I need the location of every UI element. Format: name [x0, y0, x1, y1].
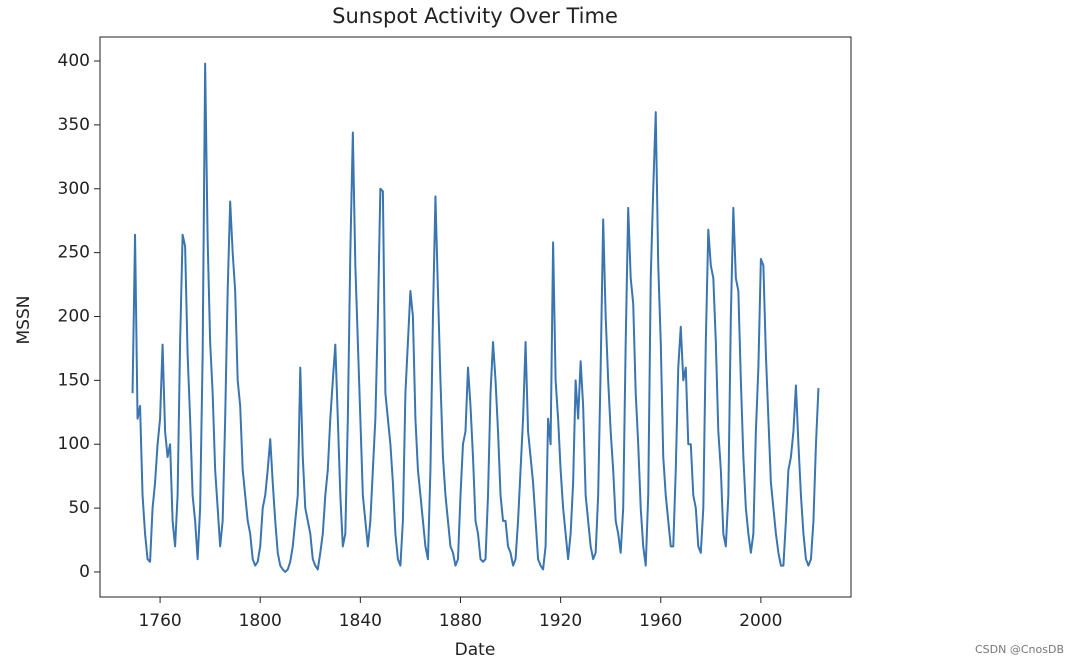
y-tick-label: 50 — [68, 498, 90, 518]
x-axis-label: Date — [455, 640, 496, 660]
chart-title: Sunspot Activity Over Time — [332, 4, 618, 28]
x-tick-label: 1920 — [539, 611, 582, 631]
y-tick-label: 400 — [58, 51, 90, 71]
watermark: CSDN @CnosDB — [975, 643, 1064, 656]
y-tick-label: 250 — [58, 243, 90, 263]
y-tick-label: 350 — [58, 115, 90, 135]
x-tick-label: 1800 — [239, 611, 282, 631]
plot-frame — [99, 36, 852, 598]
y-tick-label: 200 — [58, 306, 90, 326]
x-tick-label: 1880 — [439, 611, 482, 631]
y-axis-label: MSSN — [14, 296, 34, 345]
y-tick-label: 300 — [58, 179, 90, 199]
y-tick-label: 150 — [58, 370, 90, 390]
x-tick-label: 1760 — [138, 611, 181, 631]
x-tick-label: 1960 — [639, 611, 682, 631]
y-tick-label: 100 — [58, 434, 90, 454]
data-line — [131, 62, 820, 573]
y-tick-label: 0 — [79, 562, 90, 582]
x-tick-label: 2000 — [739, 611, 782, 631]
x-tick-label: 1840 — [339, 611, 382, 631]
